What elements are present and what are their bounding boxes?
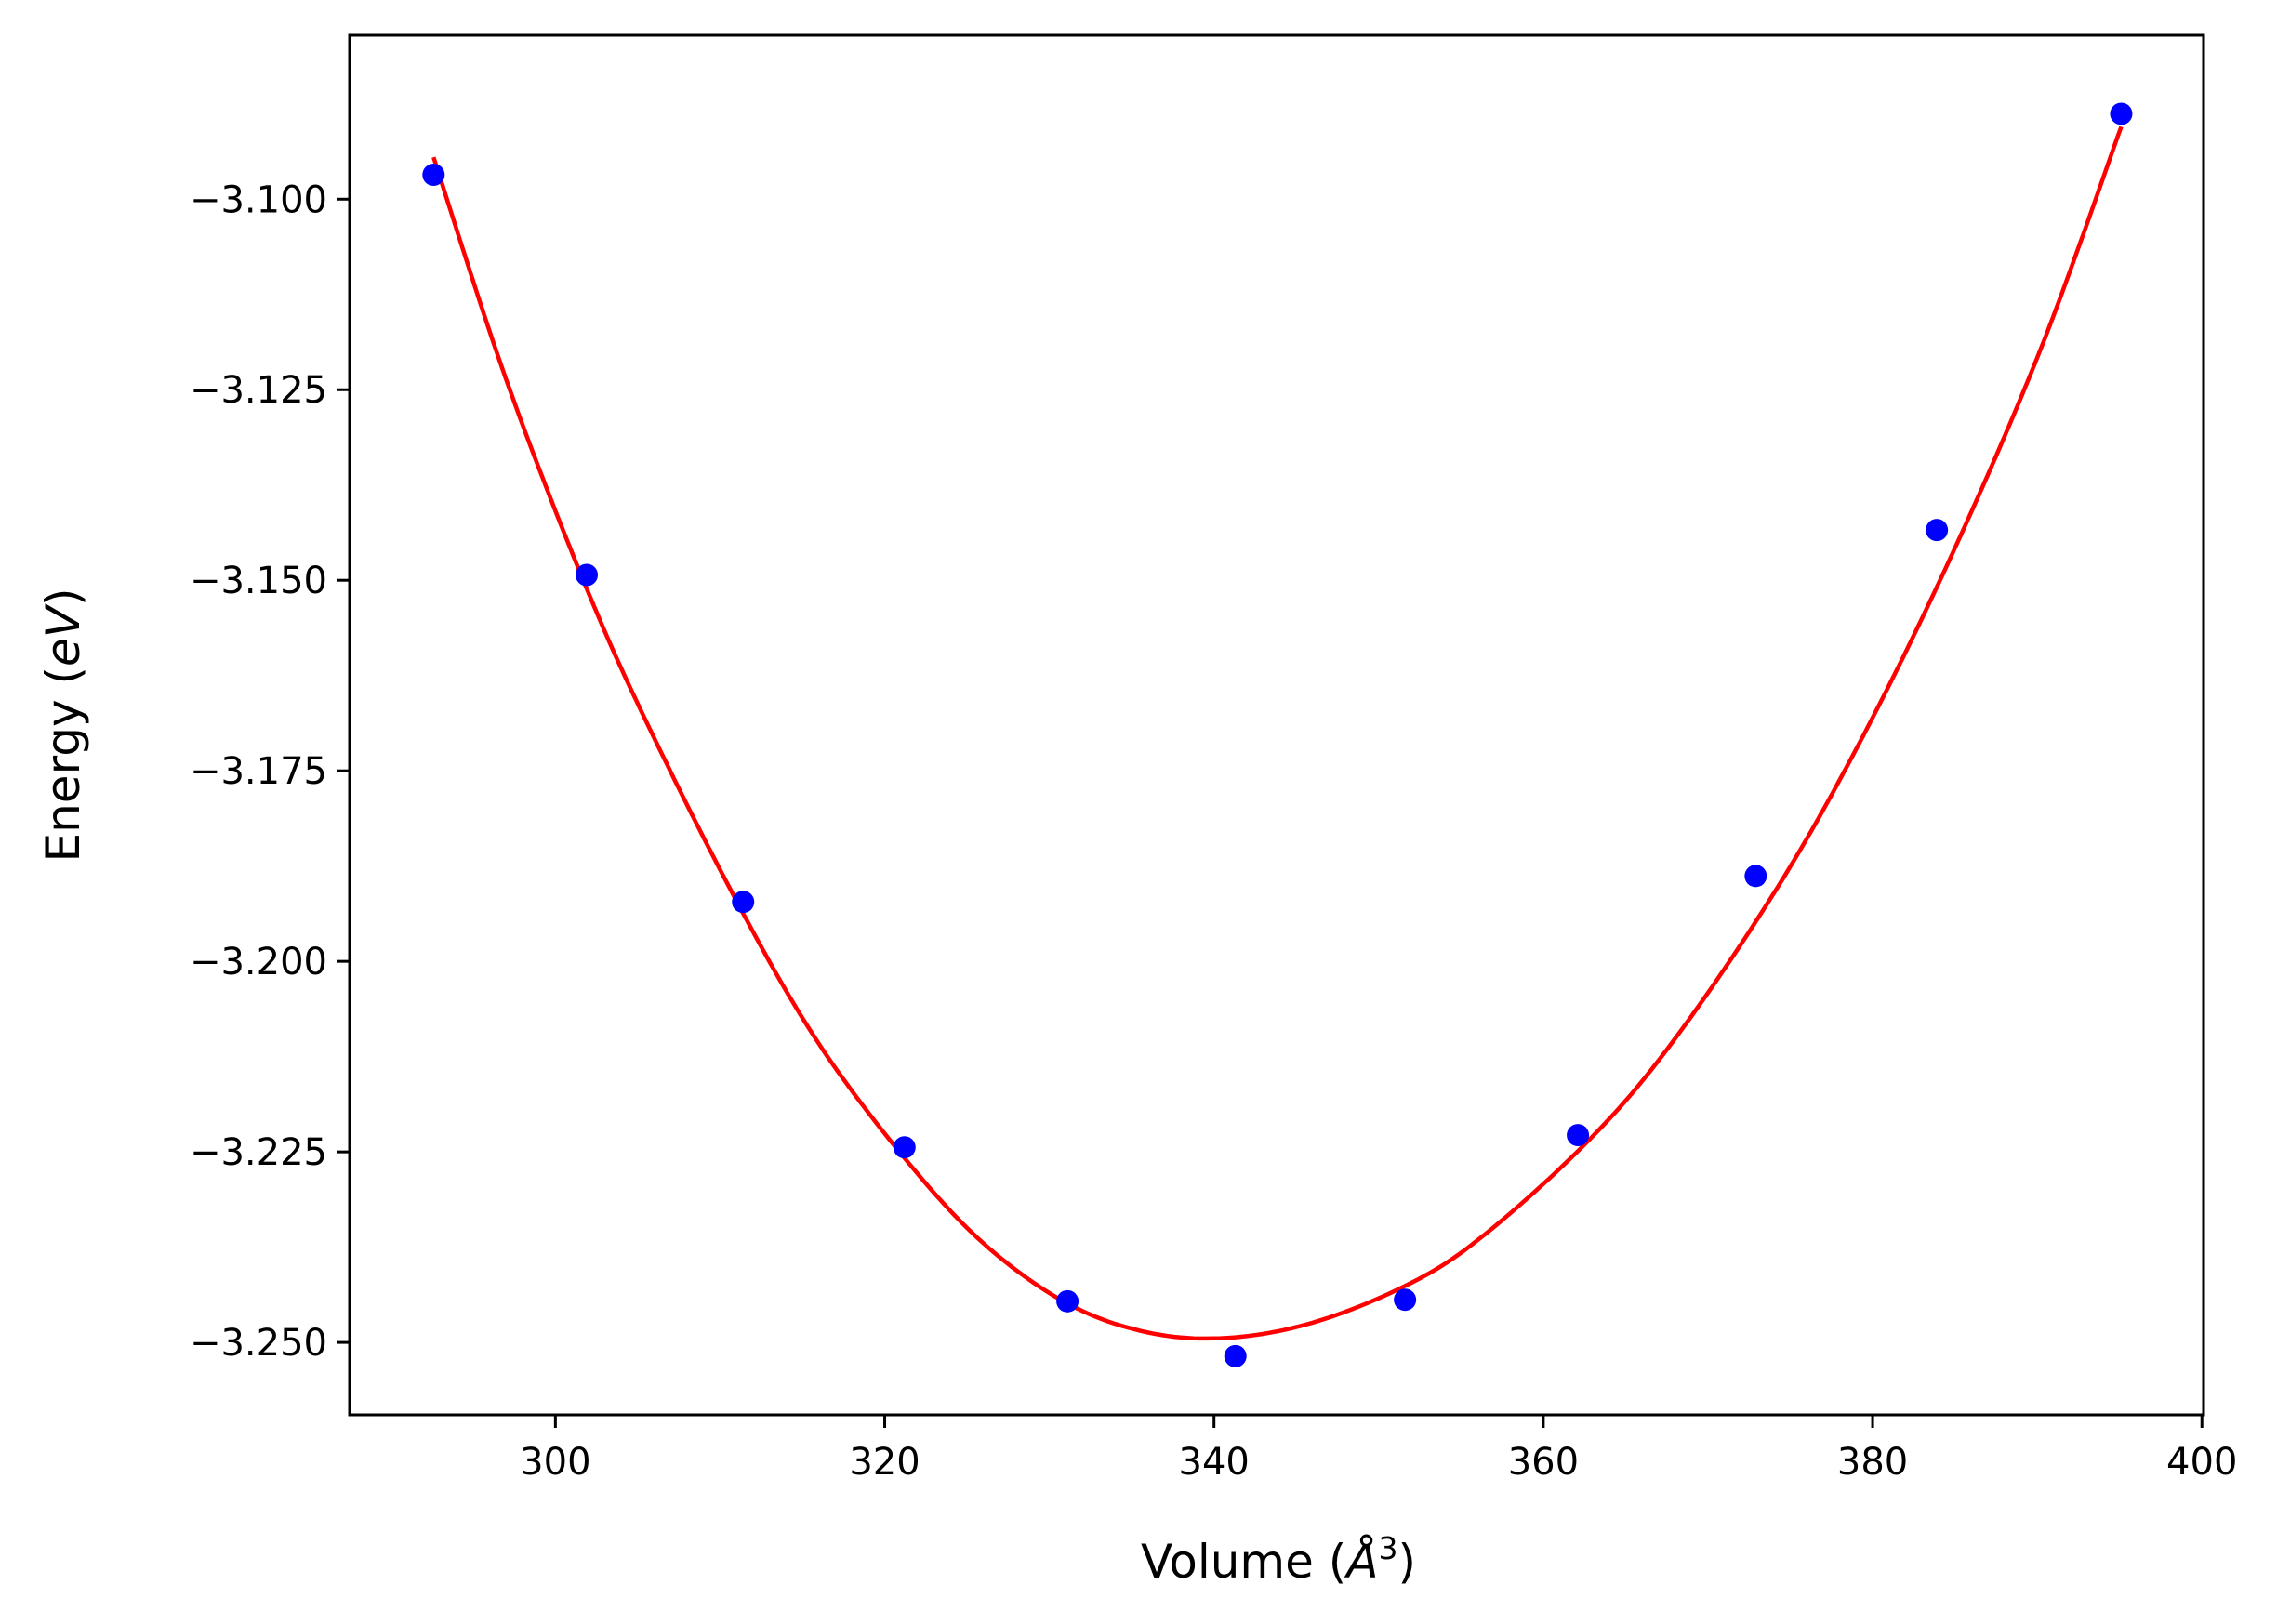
data-point — [1224, 1344, 1247, 1367]
data-point — [2110, 102, 2133, 125]
fit-curve — [431, 125, 2124, 1341]
x-axis-ticks: 300 320 340 360 380 400 — [520, 1415, 2237, 1484]
y-tick-label: −3.225 — [190, 1131, 327, 1174]
x-tick-label: 380 — [1837, 1441, 1908, 1484]
data-point — [576, 563, 599, 587]
y-tick-label: −3.100 — [190, 178, 327, 221]
x-tick-label: 340 — [1179, 1441, 1250, 1484]
data-point — [1056, 1289, 1079, 1313]
data-point — [1744, 865, 1767, 888]
y-tick-label: −3.175 — [190, 750, 327, 793]
x-tick-label: 320 — [849, 1441, 920, 1484]
y-tick-label: −3.200 — [190, 941, 327, 984]
data-point — [1567, 1124, 1590, 1147]
x-tick-label: 360 — [1508, 1441, 1579, 1484]
y-tick-label: −3.250 — [190, 1322, 327, 1365]
x-tick-label: 400 — [2166, 1441, 2237, 1484]
plot-frame — [348, 33, 2205, 1417]
y-tick-label: −3.150 — [190, 560, 327, 602]
y-axis-label: Energy (eV) — [36, 588, 90, 863]
data-point — [732, 891, 755, 914]
y-axis-ticks: −3.100 −3.125 −3.150 −3.175 −3.200 −3.225 −3.2… — [190, 178, 350, 1365]
data-point — [1926, 519, 1949, 542]
data-point — [1394, 1288, 1417, 1312]
x-tick-label: 300 — [520, 1441, 590, 1484]
y-tick-label: −3.125 — [190, 369, 327, 412]
plot-area — [422, 102, 2133, 1367]
data-point — [422, 164, 445, 187]
x-axis-label: Volume (Å3) — [1141, 1530, 1416, 1589]
data-point — [893, 1136, 916, 1159]
